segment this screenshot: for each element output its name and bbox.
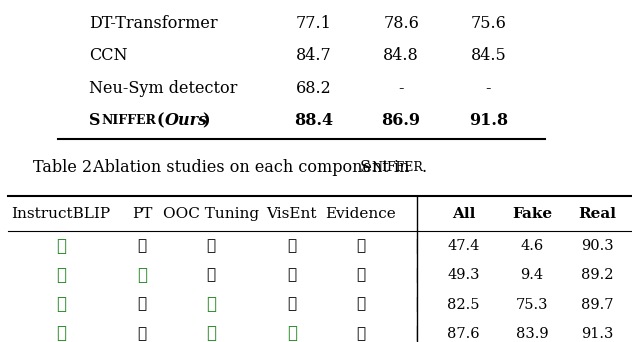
- Text: |: |: [414, 268, 419, 283]
- Text: PT: PT: [132, 207, 152, 221]
- Text: ✗: ✗: [288, 298, 296, 312]
- Text: 91.8: 91.8: [469, 113, 508, 130]
- Text: ✓: ✓: [137, 267, 147, 284]
- Text: ✗: ✗: [356, 268, 365, 282]
- Text: ✗: ✗: [356, 298, 365, 312]
- Text: ✗: ✗: [356, 239, 365, 253]
- Text: 82.5: 82.5: [447, 298, 480, 312]
- Text: 86.9: 86.9: [382, 113, 420, 130]
- Text: -: -: [398, 80, 404, 97]
- Text: -: -: [486, 80, 491, 97]
- Text: 84.8: 84.8: [383, 47, 419, 64]
- Text: ✓: ✓: [206, 296, 216, 313]
- Text: 9.4: 9.4: [521, 268, 544, 282]
- Text: 84.5: 84.5: [471, 47, 506, 64]
- Text: 90.3: 90.3: [581, 239, 614, 253]
- Text: InstructBLIP: InstructBLIP: [11, 207, 111, 221]
- Text: VisEnt: VisEnt: [267, 207, 317, 221]
- Text: 49.3: 49.3: [447, 268, 480, 282]
- Text: All: All: [452, 207, 475, 221]
- Text: 75.6: 75.6: [471, 15, 506, 32]
- Text: NIFFER: NIFFER: [371, 161, 423, 174]
- Text: 87.6: 87.6: [447, 327, 480, 341]
- Text: ): ): [203, 113, 210, 130]
- Text: 89.7: 89.7: [581, 298, 614, 312]
- Text: Ours: Ours: [165, 113, 208, 130]
- Text: ✗: ✗: [288, 268, 296, 282]
- Text: Ablation studies on each component in: Ablation studies on each component in: [88, 159, 415, 175]
- Text: Neu-Sym detector: Neu-Sym detector: [89, 80, 238, 97]
- Text: ✓: ✓: [56, 325, 66, 342]
- Text: ✗: ✗: [206, 239, 216, 253]
- Text: ✗: ✗: [138, 298, 147, 312]
- Text: NIFFER: NIFFER: [102, 115, 156, 128]
- Text: (: (: [157, 113, 164, 130]
- Text: CCN: CCN: [89, 47, 128, 64]
- Text: 78.6: 78.6: [383, 15, 419, 32]
- Text: ✓: ✓: [56, 296, 66, 313]
- Text: 75.3: 75.3: [516, 298, 549, 312]
- Text: ✗: ✗: [138, 239, 147, 253]
- Text: ✓: ✓: [287, 325, 297, 342]
- Text: ✗: ✗: [206, 268, 216, 282]
- Text: ✓: ✓: [206, 325, 216, 342]
- Text: |: |: [414, 239, 419, 254]
- Text: S: S: [89, 113, 100, 130]
- Text: OOC Tuning: OOC Tuning: [162, 207, 259, 221]
- Text: DT-Transformer: DT-Transformer: [89, 15, 217, 32]
- Text: ✗: ✗: [138, 327, 147, 341]
- Text: Evidence: Evidence: [325, 207, 396, 221]
- Text: 4.6: 4.6: [521, 239, 544, 253]
- Text: ✓: ✓: [56, 238, 66, 254]
- Text: .: .: [421, 159, 426, 175]
- Text: ✓: ✓: [56, 267, 66, 284]
- Text: |: |: [414, 297, 419, 312]
- Text: 91.3: 91.3: [581, 327, 614, 341]
- Text: 88.4: 88.4: [294, 113, 333, 130]
- Text: Table 2.: Table 2.: [33, 159, 97, 175]
- Text: ✗: ✗: [288, 239, 296, 253]
- Text: 89.2: 89.2: [581, 268, 614, 282]
- Text: 83.9: 83.9: [516, 327, 549, 341]
- Text: Real: Real: [579, 207, 617, 221]
- Text: 68.2: 68.2: [296, 80, 332, 97]
- Text: 84.7: 84.7: [296, 47, 332, 64]
- Text: ✗: ✗: [356, 327, 365, 341]
- Text: 47.4: 47.4: [447, 239, 480, 253]
- Text: 77.1: 77.1: [296, 15, 332, 32]
- Text: S: S: [360, 159, 371, 175]
- Text: Fake: Fake: [512, 207, 552, 221]
- Text: |: |: [414, 326, 419, 341]
